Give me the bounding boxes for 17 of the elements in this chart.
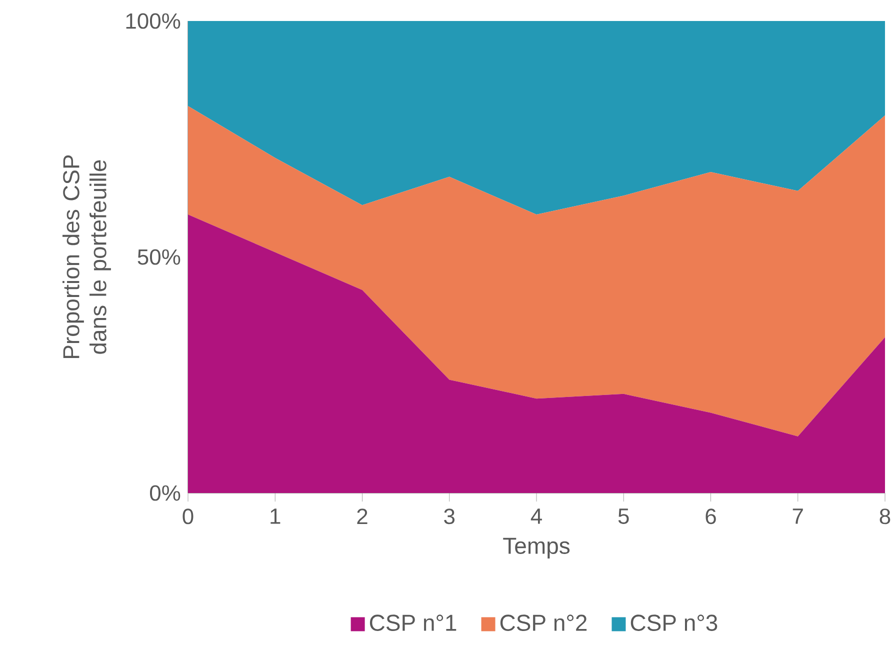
legend-label: CSP n°1 — [370, 614, 456, 631]
x-axis-title: Temps — [503, 538, 570, 559]
x-tick-label: 2 — [357, 508, 368, 524]
x-tick-label: 0 — [182, 508, 194, 524]
x-tick-label: 6 — [706, 508, 716, 524]
y-tick-label: 50% — [138, 249, 180, 265]
x-tick-label: 1 — [270, 508, 280, 524]
y-axis-title: Proportion des CSP dans le portefeuille — [62, 155, 111, 358]
x-tick-label: 8 — [880, 508, 890, 524]
x-tick-label: 7 — [792, 508, 803, 524]
legend-label: CSP n°3 — [630, 614, 718, 631]
x-tick-label: 3 — [444, 508, 455, 524]
y-tick-label: 100% — [126, 13, 180, 29]
x-tick-label: 4 — [530, 508, 542, 524]
x-tick-label: 5 — [618, 508, 629, 524]
y-tick-label: 0% — [150, 485, 180, 501]
legend-label: CSP n°2 — [500, 614, 587, 631]
